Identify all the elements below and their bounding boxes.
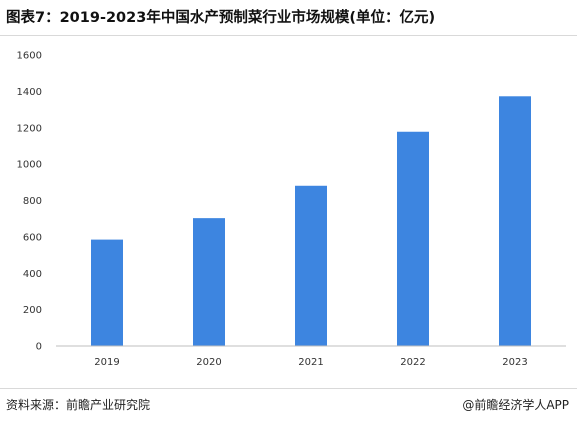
y-tick-label: 1600 xyxy=(17,51,42,62)
x-tick-label: 2019 xyxy=(94,357,119,368)
y-tick-label: 0 xyxy=(36,342,42,353)
bar-2020 xyxy=(193,218,225,346)
bars xyxy=(91,96,531,346)
source-note: 资料来源：前瞻产业研究院 xyxy=(6,398,151,412)
footer-divider xyxy=(0,388,577,389)
bar-2019 xyxy=(91,239,123,346)
y-tick-label: 800 xyxy=(23,196,42,207)
x-tick-label: 2020 xyxy=(196,357,221,368)
title-divider xyxy=(0,35,577,36)
x-tick-label: 2021 xyxy=(298,357,323,368)
y-tick-label: 200 xyxy=(23,305,42,316)
bar-2021 xyxy=(295,185,327,346)
bar-2022 xyxy=(397,131,429,346)
x-tick-label: 2023 xyxy=(502,357,527,368)
y-tick-label: 400 xyxy=(23,269,42,280)
chart-title: 图表7：2019-2023年中国水产预制菜行业市场规模(单位：亿元) xyxy=(6,10,436,26)
y-tick-label: 1400 xyxy=(17,87,42,98)
y-tick-label: 1000 xyxy=(17,160,42,171)
x-tick-label: 2022 xyxy=(400,357,425,368)
y-tick-label: 600 xyxy=(23,232,42,243)
bar-2023 xyxy=(499,96,531,346)
y-axis-ticks: 0 200 400 600 800 1000 1200 1400 1600 xyxy=(17,51,42,353)
x-axis-ticks: 2019 2020 2021 2022 2023 xyxy=(94,357,527,368)
brand-note: @前瞻经济学人APP xyxy=(462,398,569,412)
bar-chart: 0 200 400 600 800 1000 1200 1400 1600 2019 2020 20… xyxy=(0,38,577,378)
y-tick-label: 1200 xyxy=(17,123,42,134)
